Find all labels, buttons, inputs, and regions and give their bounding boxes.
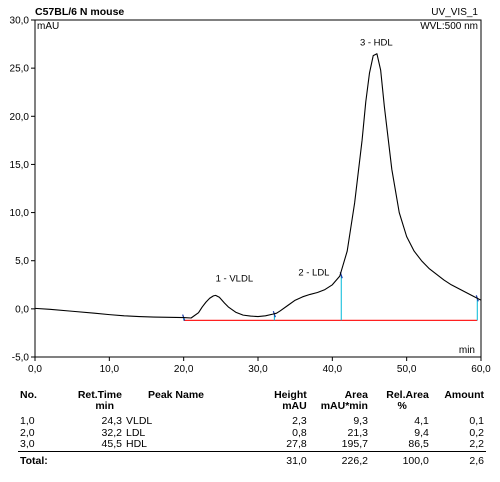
cell-ret-time: 32,2 [101, 426, 122, 439]
col-header-rel-area: Rel.Area % [386, 389, 429, 412]
table-header-row: No. Ret.Time min Peak Name Height mAU Ar… [18, 390, 486, 412]
cell-amount: 0,2 [469, 426, 484, 439]
peak-label: 3 - HDL [360, 38, 393, 49]
cell-amount: 2,2 [469, 438, 484, 450]
y-tick-label: 10,0 [10, 208, 30, 219]
col-header-peak-name: Peak Name [147, 389, 205, 401]
cell-rel-area: 9,4 [414, 426, 429, 439]
x-axis-unit: min [459, 345, 475, 356]
table-total-row: Total: 31,0 226,2 100,0 2,6 [18, 454, 486, 468]
cell-no: 1,0 [20, 415, 35, 427]
x-tick-label: 60,0 [471, 364, 491, 375]
total-height: 31,0 [286, 454, 307, 467]
cell-height: 0,8 [292, 426, 307, 439]
table-row: 2,0 32,2 LDL 0,8 21,3 9,4 0,2 [18, 426, 486, 440]
col-header-area: Area mAU*min [320, 389, 368, 412]
cell-amount: 0,1 [469, 415, 484, 427]
col-header-ret-time: Ret.Time min [77, 389, 122, 412]
x-tick-label: 10,0 [100, 364, 120, 375]
plot-frame [34, 19, 482, 358]
channel-label: UV_VIS_1 [431, 7, 478, 18]
peak-label: 2 - LDL [298, 268, 329, 279]
cell-height: 2,3 [292, 415, 307, 427]
chart-title: C57BL/6 N mouse [35, 6, 124, 18]
chromatogram-chart: C57BL/6 N mouse UV_VIS_1 mAU WVL:500 nm … [10, 6, 492, 375]
chromatogram-trace [34, 53, 482, 319]
peak-results-table: No. Ret.Time min Peak Name Height mAU Ar… [18, 390, 486, 467]
y-tick-label: -5,0 [12, 353, 30, 364]
total-label: Total: [20, 454, 48, 467]
x-tick-label: 40,0 [323, 364, 343, 375]
table-row: 3,0 45,5 HDL 27,8 195,7 86,5 2,2 [18, 438, 486, 451]
y-tick-label: 5,0 [15, 256, 29, 267]
col-header-height: Height mAU [274, 389, 307, 412]
cell-ret-time: 24,3 [101, 415, 122, 427]
cell-ret-time: 45,5 [101, 438, 122, 450]
cell-area: 21,3 [347, 426, 368, 439]
x-tick-label: 20,0 [174, 364, 194, 375]
y-tick-label: 25,0 [10, 64, 30, 75]
y-tick-label: 30,0 [10, 16, 30, 27]
cell-height: 27,8 [286, 438, 307, 450]
x-tick-label: 0,0 [28, 364, 42, 375]
total-rel-area: 100,0 [402, 454, 429, 467]
wavelength-label: WVL:500 nm [420, 21, 478, 32]
y-axis-unit: mAU [37, 21, 59, 32]
y-tick-label: 15,0 [10, 160, 30, 171]
col-header-amount: Amount [444, 389, 484, 401]
total-area: 226,2 [341, 454, 368, 467]
x-tick-label: 30,0 [248, 364, 268, 375]
total-amount: 2,6 [469, 454, 484, 467]
cell-peak-name: HDL [125, 438, 147, 450]
cell-area: 195,7 [341, 438, 368, 450]
y-tick-label: 20,0 [10, 112, 30, 123]
table-row: 1,0 24,3 VLDL 2,3 9,3 4,1 0,1 [18, 415, 486, 428]
cell-rel-area: 86,5 [408, 438, 429, 450]
cell-no: 3,0 [20, 438, 35, 450]
cell-peak-name: VLDL [125, 415, 153, 427]
cell-no: 2,0 [20, 426, 35, 439]
y-tick-label: 0,0 [15, 304, 29, 315]
peak-label: 1 - VLDL [216, 273, 254, 284]
cell-peak-name: LDL [125, 426, 146, 439]
cell-rel-area: 4,1 [414, 415, 429, 427]
x-tick-label: 50,0 [397, 364, 417, 375]
cell-area: 9,3 [353, 415, 368, 427]
col-header-no: No. [20, 389, 37, 401]
